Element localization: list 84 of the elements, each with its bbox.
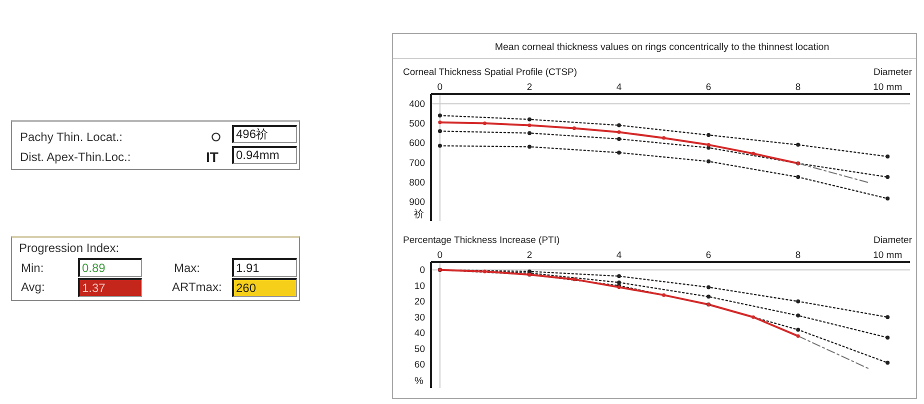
point [617,150,622,155]
point [796,314,800,318]
text: Min: [21,261,44,275]
point [572,278,576,282]
text: 0.94mm [236,148,280,162]
y-tick-label: 800 [409,177,425,188]
point [527,131,532,136]
chart-subtitle: Corneal Thickness Spatial Profile (CTSP) [403,67,578,78]
point [617,274,622,278]
text: 1.37 [82,281,106,295]
point [438,129,442,134]
x-tick-label: 6 [706,82,712,93]
x-tick-label: 6 [706,250,712,261]
point [886,196,890,201]
point [706,294,711,299]
text: 0.89 [82,261,106,275]
text: ARTmax: [172,280,222,294]
text: 260 [236,281,256,295]
y-tick-label: 30 [414,312,425,324]
point [572,126,576,130]
x-axis-title: Diameter [873,67,912,78]
text: Avg: [21,280,45,294]
text: IT [206,149,218,165]
point [752,315,756,319]
point [528,123,532,128]
point [438,113,442,118]
x-tick-label: 2 [526,250,532,261]
point [796,328,800,332]
point [886,315,890,320]
x-tick-label: 0 [437,250,443,261]
point [796,299,800,304]
y-axis-title: % [414,376,424,387]
point [886,175,890,180]
x-tick-label: 2 [526,82,532,93]
y-tick-label: 500 [409,118,425,130]
point [706,143,710,147]
point [527,144,532,149]
point [706,159,711,164]
y-tick-label: 0 [420,265,425,276]
point [482,122,487,126]
y-tick-label: 60 [414,360,425,371]
x-tick-label: 10 mm [873,82,902,93]
text: 1.91 [236,261,260,275]
y-tick-label: 20 [414,296,425,308]
point [796,142,800,147]
y-tick-label: 40 [414,328,425,340]
point [886,154,890,159]
point [438,144,442,148]
point [796,175,800,180]
x-tick-label: 8 [795,82,801,93]
point [438,120,442,124]
x-tick-label: 4 [616,82,622,93]
point [482,270,487,274]
point [617,130,621,134]
point [617,123,622,128]
y-tick-label: 50 [414,344,425,355]
point [886,360,890,365]
chart-title: Mean corneal thickness values on rings concentrically to the thinnest location [494,42,830,53]
x-tick-label: 8 [795,250,801,261]
text: Max: [174,261,200,275]
text: 496祄 [236,127,268,141]
point [662,136,666,140]
text: Pachy Thin. Locat.: [20,130,123,144]
x-tick-label: 4 [616,250,622,261]
point [752,152,756,156]
text: Progression Index: [19,241,120,255]
x-tick-label: 10 mm [873,250,902,261]
y-tick-label: 400 [409,99,425,110]
point [617,136,622,141]
point [796,334,800,338]
y-axis-title: 祄 [414,209,424,220]
y-tick-label: 10 [414,280,425,292]
point [886,336,890,340]
y-tick-label: 700 [409,158,425,169]
point [662,293,666,297]
chart-title: Percentage Thickness Increase (PTI) [403,235,560,246]
x-tick-label: 0 [437,82,443,93]
point [527,117,532,122]
point [706,133,711,138]
y-tick-label: 900 [409,196,425,208]
text: Dist. Apex-Thin.Loc.: [20,150,131,164]
point [706,285,711,290]
y-tick-label: 600 [409,138,425,150]
x-axis-title: Diameter [873,235,912,246]
